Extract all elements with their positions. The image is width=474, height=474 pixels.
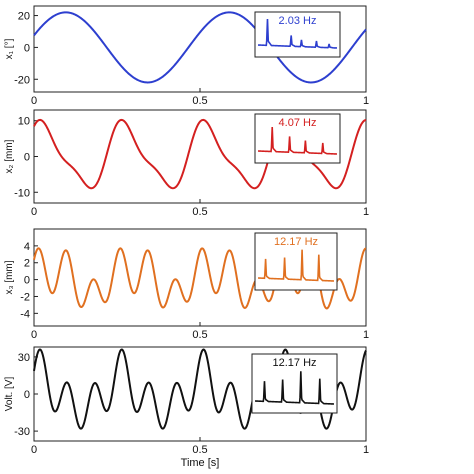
y-tick-label: 2 [24, 258, 30, 270]
y-tick-label: 30 [18, 352, 30, 364]
fft-spectrum-3 [257, 249, 335, 282]
fft-peak-annotation-4: 12.17 Hz [272, 357, 316, 369]
y-axis-label-1: x₁ [°] [4, 38, 15, 59]
fft-inset-1 [254, 11, 341, 58]
x-tick-label: 0.5 [192, 95, 207, 107]
y-tick-label: 0 [24, 389, 30, 401]
fft-peak-annotation-1: 2.03 Hz [279, 15, 317, 27]
x-tick-label: 0 [31, 444, 37, 456]
x-tick-label: 0.5 [192, 206, 207, 218]
y-tick-label: 10 [18, 116, 30, 128]
x-tick-label: 1 [363, 206, 369, 218]
fft-peak-annotation-3: 12.17 Hz [274, 236, 318, 248]
y-tick-label: -2 [20, 291, 30, 303]
x-tick-label: 0 [31, 329, 37, 341]
x-tick-label: 0.5 [192, 329, 207, 341]
x-tick-label: 1 [363, 329, 369, 341]
series-line-1 [33, 11, 367, 84]
y-tick-label: 0 [24, 42, 30, 54]
fft-spectrum-4 [254, 371, 335, 405]
y-tick-label: 20 [18, 11, 30, 23]
x-tick-label: 0 [31, 206, 37, 218]
y-axis-label-4: Volt. [V] [4, 377, 15, 412]
x-tick-label: 1 [363, 444, 369, 456]
fft-spectrum-2 [257, 127, 338, 155]
fft-inset-3 [254, 232, 338, 291]
y-tick-label: -10 [14, 187, 30, 199]
fft-peak-annotation-2: 4.07 Hz [279, 117, 317, 129]
y-tick-label: -4 [20, 308, 30, 320]
x-tick-label: 1 [363, 95, 369, 107]
x-axis-label: Time [s] [181, 457, 220, 469]
y-axis-label-2: x₂ [mm] [4, 139, 15, 173]
y-tick-label: 0 [24, 152, 30, 164]
fft-inset-2 [254, 113, 341, 164]
x-tick-label: 0 [31, 95, 37, 107]
y-tick-label: 4 [24, 241, 30, 253]
y-tick-label: -20 [14, 74, 30, 86]
y-axis-label-3: x₃ [mm] [4, 260, 15, 294]
y-tick-label: 0 [24, 275, 30, 287]
fft-spectrum-1 [257, 18, 338, 49]
x-tick-label: 0.5 [192, 444, 207, 456]
y-tick-label: -30 [14, 426, 30, 438]
